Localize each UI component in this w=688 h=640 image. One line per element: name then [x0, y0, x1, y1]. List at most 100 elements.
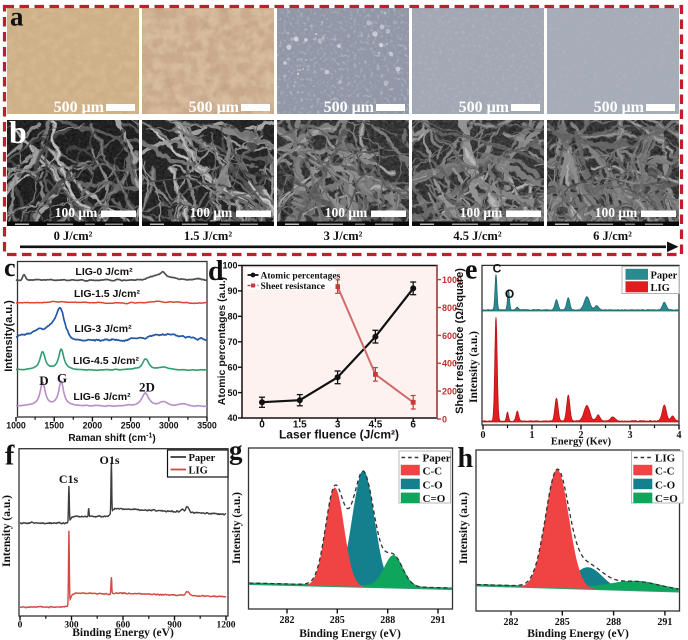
svg-text:3500: 3500: [197, 421, 217, 431]
svg-text:100 μm: 100 μm: [325, 205, 368, 220]
svg-text:C-C: C-C: [423, 465, 443, 477]
svg-text:C=O: C=O: [655, 493, 678, 505]
svg-text:G: G: [57, 371, 67, 386]
svg-text:1000: 1000: [442, 275, 462, 285]
svg-text:Laser fluence (J/cm²): Laser fluence (J/cm²): [279, 428, 399, 442]
svg-text:282: 282: [504, 617, 519, 628]
svg-text:d: d: [208, 256, 224, 287]
svg-text:200: 200: [442, 387, 457, 397]
svg-text:a: a: [10, 2, 24, 32]
svg-text:2500: 2500: [121, 421, 141, 431]
svg-text:LIG: LIG: [189, 466, 208, 477]
svg-text:50: 50: [227, 388, 237, 398]
svg-text:Binding Energy (eV): Binding Energy (eV): [299, 628, 401, 640]
svg-text:3 J/cm²: 3 J/cm²: [324, 229, 363, 243]
svg-text:b: b: [9, 114, 27, 150]
svg-text:C=O: C=O: [423, 493, 446, 505]
svg-text:O1s: O1s: [99, 453, 119, 467]
svg-text:100 μm: 100 μm: [190, 205, 233, 220]
svg-text:600: 600: [116, 621, 131, 631]
svg-text:0: 0: [18, 621, 23, 631]
svg-text:100 μm: 100 μm: [460, 205, 503, 220]
svg-text:400: 400: [442, 359, 457, 369]
svg-text:1.5 J/cm²: 1.5 J/cm²: [184, 229, 232, 243]
svg-text:LIG: LIG: [651, 283, 670, 294]
svg-text:Atomic percentages (a.u.): Atomic percentages (a.u.): [216, 277, 228, 405]
svg-text:80: 80: [227, 312, 237, 322]
svg-text:0: 0: [259, 420, 265, 431]
svg-text:e: e: [465, 255, 477, 286]
svg-text:Binding Energy (eV): Binding Energy (eV): [72, 627, 174, 639]
svg-text:500 μm: 500 μm: [459, 99, 510, 114]
svg-text:40: 40: [227, 413, 237, 423]
svg-text:282: 282: [280, 615, 295, 626]
svg-text:LIG-4.5 J/cm²: LIG-4.5 J/cm²: [73, 355, 139, 367]
svg-text:288: 288: [606, 617, 621, 628]
svg-text:C1s: C1s: [59, 472, 79, 486]
svg-text:Intensity(a.u.): Intensity(a.u.): [3, 300, 15, 372]
svg-text:600: 600: [442, 331, 457, 341]
svg-text:70: 70: [227, 337, 237, 347]
svg-text:C-O: C-O: [655, 479, 676, 491]
svg-text:4.5 J/cm²: 4.5 J/cm²: [453, 229, 501, 243]
svg-text:Sheet resistance: Sheet resistance: [261, 282, 325, 292]
svg-text:500 μm: 500 μm: [54, 99, 105, 114]
svg-text:Sheet resistance (Ω/square): Sheet resistance (Ω/square): [454, 268, 466, 414]
svg-text:1500: 1500: [44, 421, 64, 431]
svg-text:3: 3: [628, 430, 633, 441]
svg-text:2: 2: [579, 430, 584, 441]
svg-text:285: 285: [555, 617, 570, 628]
svg-text:C: C: [493, 262, 502, 276]
svg-text:0: 0: [442, 415, 447, 425]
svg-text:285: 285: [330, 615, 345, 626]
svg-text:900: 900: [167, 621, 182, 631]
svg-text:Binding Energy (eV): Binding Energy (eV): [527, 628, 629, 640]
svg-text:c: c: [4, 253, 16, 282]
svg-text:Intensity (a.u.): Intensity (a.u.): [458, 492, 470, 564]
svg-text:Paper: Paper: [651, 271, 678, 282]
svg-text:1: 1: [530, 430, 535, 441]
svg-text:2D: 2D: [139, 380, 155, 395]
svg-text:Intensity (a.u.): Intensity (a.u.): [1, 495, 13, 567]
svg-text:100 μm: 100 μm: [595, 205, 638, 220]
svg-text:500 μm: 500 μm: [324, 99, 375, 114]
svg-text:Raman shift (cm-1): Raman shift (cm-1): [68, 433, 155, 445]
svg-text:Intensity (a.u.): Intensity (a.u.): [231, 492, 243, 564]
svg-text:Atomic percentages: Atomic percentages: [261, 272, 341, 282]
svg-text:Paper: Paper: [189, 453, 216, 464]
svg-text:Intensity (a.u.): Intensity (a.u.): [468, 331, 480, 403]
svg-text:LIG-0 J/cm²: LIG-0 J/cm²: [75, 266, 133, 278]
svg-text:LIG-6 J/cm²: LIG-6 J/cm²: [73, 391, 131, 403]
svg-text:4.5: 4.5: [368, 420, 382, 431]
svg-text:h: h: [458, 443, 474, 474]
svg-text:1200: 1200: [217, 621, 236, 631]
svg-text:3000: 3000: [159, 421, 179, 431]
svg-text:Energy (Kev): Energy (Kev): [551, 437, 612, 448]
svg-text:C-O: C-O: [423, 479, 444, 491]
svg-text:Paper: Paper: [423, 453, 451, 465]
svg-text:f: f: [5, 441, 15, 472]
svg-text:100 μm: 100 μm: [55, 205, 98, 220]
svg-text:90: 90: [227, 286, 237, 296]
svg-text:291: 291: [431, 615, 446, 626]
svg-text:LIG: LIG: [655, 453, 676, 465]
svg-text:3: 3: [335, 420, 341, 431]
svg-text:800: 800: [442, 303, 457, 313]
svg-text:291: 291: [657, 617, 672, 628]
svg-text:6 J/cm²: 6 J/cm²: [593, 229, 632, 243]
svg-text:300: 300: [64, 621, 79, 631]
svg-text:O: O: [505, 287, 514, 301]
svg-text:0: 0: [481, 430, 486, 441]
svg-text:D: D: [39, 373, 48, 388]
svg-text:LIG-3 J/cm²: LIG-3 J/cm²: [74, 323, 132, 335]
svg-text:C-C: C-C: [655, 465, 675, 477]
svg-text:1000: 1000: [6, 421, 26, 431]
svg-text:0 J/cm²: 0 J/cm²: [54, 229, 93, 243]
svg-text:100: 100: [222, 261, 237, 271]
svg-text:60: 60: [227, 362, 237, 372]
svg-text:288: 288: [380, 615, 395, 626]
svg-text:1.5: 1.5: [293, 420, 307, 431]
svg-text:2000: 2000: [83, 421, 103, 431]
svg-text:500 μm: 500 μm: [189, 99, 240, 114]
svg-text:LIG-1.5 J/cm²: LIG-1.5 J/cm²: [74, 288, 140, 300]
